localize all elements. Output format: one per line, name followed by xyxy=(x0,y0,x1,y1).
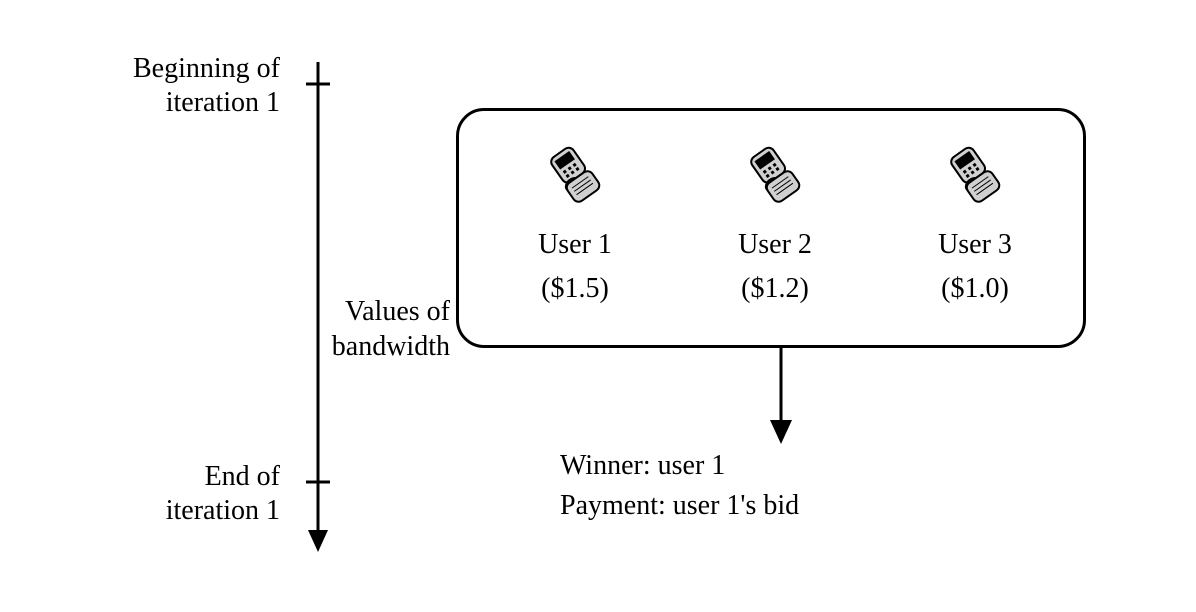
timeline-begin-label: Beginning of iteration 1 xyxy=(60,52,280,119)
user-1-label: User 1 xyxy=(480,229,670,261)
winner-text: Winner: user 1 xyxy=(560,450,725,482)
user-2-group: User 2 ($1.2) xyxy=(680,140,870,305)
user-1-group: User 1 ($1.5) xyxy=(480,140,670,305)
values-of-bandwidth-label: Values of bandwidth xyxy=(320,294,450,364)
user-2-value: ($1.2) xyxy=(680,273,870,305)
phone-icon xyxy=(940,140,1010,215)
user-1-value: ($1.5) xyxy=(480,273,670,305)
phone-icon xyxy=(740,140,810,215)
payment-text: Payment: user 1's bid xyxy=(560,490,799,522)
user-3-value: ($1.0) xyxy=(880,273,1070,305)
phone-icon xyxy=(540,140,610,215)
user-3-group: User 3 ($1.0) xyxy=(880,140,1070,305)
arrow-down-icon xyxy=(766,346,796,446)
timeline-end-line1: End of xyxy=(80,460,280,494)
values-label-line2: bandwidth xyxy=(320,329,450,364)
values-label-line1: Values of xyxy=(320,294,450,329)
timeline-end-line2: iteration 1 xyxy=(80,494,280,528)
user-2-label: User 2 xyxy=(680,229,870,261)
timeline-begin-line1: Beginning of xyxy=(60,52,280,86)
timeline-begin-line2: iteration 1 xyxy=(60,86,280,120)
diagram-container: Beginning of iteration 1 End of iteratio… xyxy=(0,0,1196,612)
timeline-end-label: End of iteration 1 xyxy=(80,460,280,527)
user-3-label: User 3 xyxy=(880,229,1070,261)
